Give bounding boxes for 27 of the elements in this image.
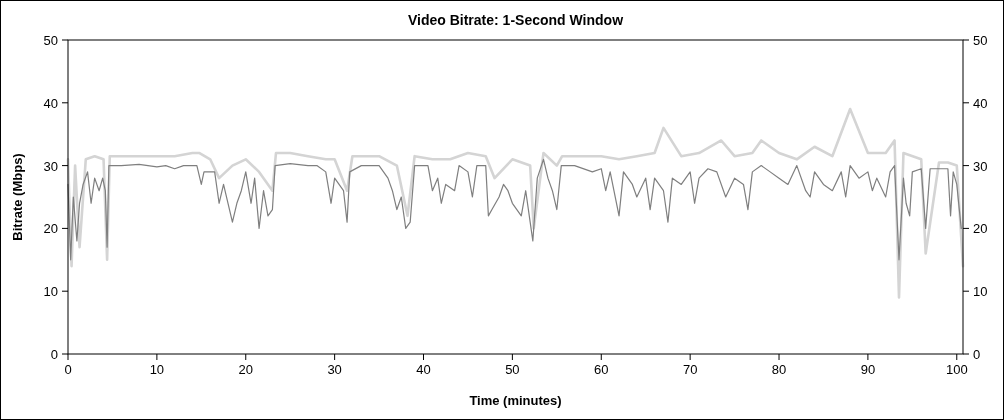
x-tick-label: 20 (238, 362, 253, 377)
x-tick-label: 10 (149, 362, 165, 377)
y-tick-label: 20 (43, 221, 58, 237)
y-tick-label: 10 (43, 284, 58, 300)
x-tick-label: 100 (945, 362, 968, 377)
x-tick-label: 60 (594, 362, 609, 377)
y2-tick-label: 40 (973, 95, 988, 111)
y2-tick-label: 10 (973, 284, 988, 300)
y2-tick-label: 0 (973, 347, 981, 362)
x-tick-label: 90 (860, 362, 876, 377)
chart-title: Video Bitrate: 1-Second Window (407, 12, 624, 28)
y2-tick-label: 30 (973, 158, 988, 174)
line-series (67, 158, 962, 261)
x-tick-label: 50 (505, 362, 520, 377)
y-tick-label: 0 (50, 347, 58, 362)
x-axis-title: Time (minutes) (469, 393, 562, 408)
y2-tick-label: 20 (973, 221, 988, 237)
y2-tick-label: 50 (973, 33, 988, 48)
x-tick-label: 0 (64, 362, 72, 377)
y-tick-label: 50 (43, 33, 58, 48)
x-tick-label: 30 (327, 362, 342, 377)
y-tick-label: 30 (43, 158, 58, 174)
x-tick-label: 70 (682, 362, 698, 377)
y-axis-title: Bitrate (Mbps) (10, 153, 25, 241)
x-tick-label: 80 (771, 362, 787, 377)
y-tick-label: 40 (43, 95, 58, 111)
x-tick-label: 40 (416, 362, 431, 377)
